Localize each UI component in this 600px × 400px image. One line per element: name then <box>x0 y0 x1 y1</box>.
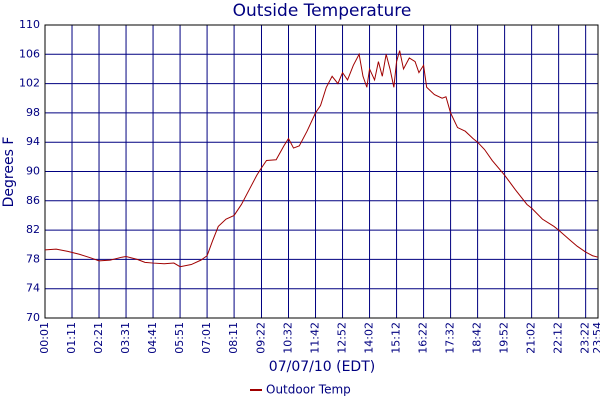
x-tick-label: 02:21 <box>92 322 105 354</box>
y-tick-label: 106 <box>19 47 40 60</box>
x-tick-label: 07:01 <box>200 322 213 354</box>
x-tick-label: 14:02 <box>363 322 376 354</box>
y-tick-label: 78 <box>26 252 40 265</box>
x-tick-label: 15:12 <box>390 322 403 354</box>
x-tick-label: 11:42 <box>309 322 322 354</box>
x-tick-label: 23:22 <box>579 322 592 354</box>
x-tick-label: 19:52 <box>498 322 511 354</box>
x-tick-label: 10:32 <box>282 322 295 354</box>
x-tick-label: 17:32 <box>444 322 457 354</box>
y-tick-label: 70 <box>26 311 40 324</box>
x-tick-label: 00:01 <box>38 322 51 354</box>
chart-title: Outside Temperature <box>233 1 412 21</box>
y-tick-label: 110 <box>19 18 40 31</box>
x-tick-label: 18:42 <box>471 322 484 354</box>
x-tick-label: 21:02 <box>525 322 538 354</box>
y-tick-label: 94 <box>26 135 40 148</box>
y-tick-label: 90 <box>26 165 40 178</box>
legend-label: Outdoor Temp <box>266 383 351 397</box>
x-tick-label: 04:41 <box>146 322 159 354</box>
y-tick-label: 74 <box>26 282 40 295</box>
plot-border <box>44 24 599 319</box>
x-tick-label: 01:11 <box>65 322 78 354</box>
x-axis-label: 07/07/10 (EDT) <box>269 359 375 375</box>
y-tick-label: 82 <box>26 223 40 236</box>
x-tick-label: 05:51 <box>173 322 186 354</box>
x-tick-label: 12:52 <box>336 322 349 354</box>
y-axis-label: Degrees F <box>1 137 17 208</box>
x-tick-label: 22:12 <box>552 322 565 354</box>
x-tick-label: 08:11 <box>227 322 240 354</box>
x-tick-label: 23:54 <box>591 322 600 354</box>
line-series <box>44 50 599 268</box>
y-tick-label: 86 <box>26 194 40 207</box>
x-tick-label: 09:22 <box>254 322 267 354</box>
y-tick-label: 102 <box>19 77 40 90</box>
x-tick-label: 03:31 <box>119 322 132 354</box>
y-tick-label: 98 <box>26 106 40 119</box>
x-tick-label: 16:22 <box>417 322 430 354</box>
